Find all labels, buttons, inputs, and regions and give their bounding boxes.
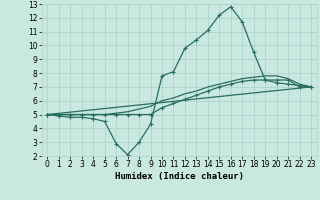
X-axis label: Humidex (Indice chaleur): Humidex (Indice chaleur) [115,172,244,181]
